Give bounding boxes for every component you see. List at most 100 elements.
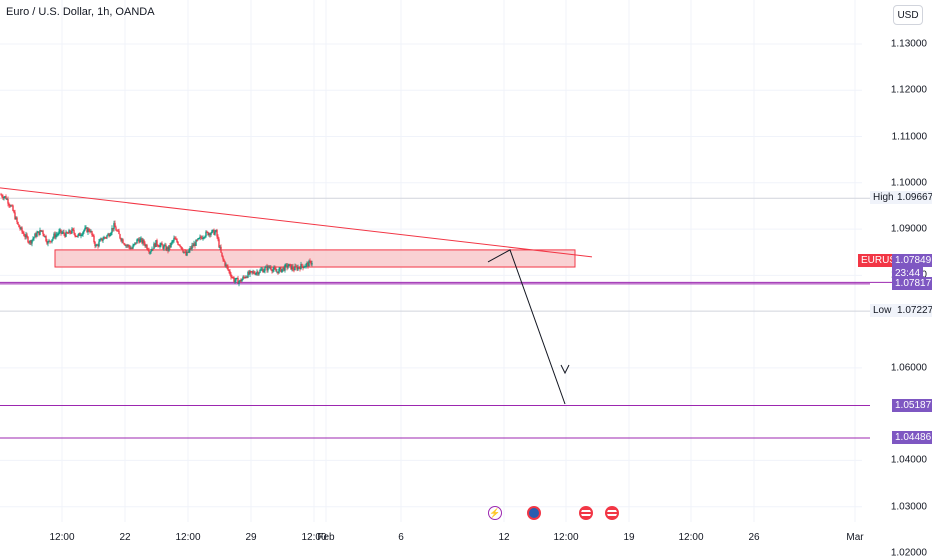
candle-body bbox=[251, 271, 253, 273]
candle-body bbox=[171, 241, 173, 243]
candle-body bbox=[81, 234, 83, 236]
y-tick-label: 1.04000 bbox=[890, 454, 927, 466]
candle-body bbox=[73, 230, 75, 234]
globe-icon[interactable] bbox=[527, 506, 541, 520]
candle-body bbox=[260, 269, 262, 271]
candle-body bbox=[170, 242, 172, 248]
candle-body bbox=[21, 227, 23, 232]
candle-body bbox=[207, 232, 209, 236]
candle-body bbox=[115, 227, 117, 231]
candle-body bbox=[146, 245, 148, 250]
candle-body bbox=[148, 250, 150, 253]
candle-body bbox=[179, 244, 181, 247]
candle-body bbox=[142, 240, 144, 244]
candle-body bbox=[183, 251, 185, 253]
candle-body bbox=[264, 267, 266, 271]
candle-body bbox=[270, 267, 272, 270]
candle-body bbox=[303, 267, 305, 269]
candle-body bbox=[144, 243, 146, 247]
candle-body bbox=[79, 233, 81, 236]
x-tick-label: 12:00 bbox=[49, 532, 75, 543]
low-label: Low bbox=[870, 304, 895, 318]
candle-body bbox=[287, 266, 289, 268]
candle-body bbox=[212, 229, 214, 231]
candle-body bbox=[58, 231, 60, 235]
candle-body bbox=[279, 267, 281, 269]
candle-body bbox=[77, 235, 79, 237]
candle-body bbox=[123, 243, 125, 245]
candle-body bbox=[259, 270, 261, 273]
candle-body bbox=[199, 236, 201, 238]
candle-body bbox=[268, 265, 270, 268]
candle-body bbox=[202, 237, 204, 239]
candle-body bbox=[49, 240, 51, 242]
candle-body bbox=[276, 271, 278, 273]
candle-body bbox=[300, 264, 302, 270]
candle-body bbox=[156, 240, 158, 246]
candle-body bbox=[134, 242, 136, 245]
candle-body bbox=[282, 267, 284, 270]
candle-body bbox=[53, 233, 55, 238]
candle-body bbox=[11, 205, 13, 207]
candle-body bbox=[39, 230, 41, 235]
candle-body bbox=[246, 276, 248, 278]
candle-body bbox=[309, 260, 311, 262]
us-flag-icon[interactable] bbox=[605, 506, 619, 520]
candle-body bbox=[127, 245, 129, 247]
candle-body bbox=[308, 260, 310, 267]
candle-body bbox=[211, 230, 213, 234]
candle-body bbox=[61, 232, 63, 234]
candle-body bbox=[220, 246, 222, 253]
candle-body bbox=[24, 236, 26, 238]
candle-body bbox=[285, 264, 287, 266]
candle-body bbox=[269, 267, 271, 269]
candle-body bbox=[174, 237, 176, 240]
candle-body bbox=[258, 272, 260, 275]
candle-body bbox=[70, 232, 72, 234]
candle-body bbox=[111, 227, 113, 233]
candle-body bbox=[235, 278, 237, 281]
candle-body bbox=[29, 240, 31, 243]
candle-body bbox=[301, 264, 303, 267]
candle-body bbox=[59, 229, 61, 232]
candle-body bbox=[13, 210, 15, 213]
candle-body bbox=[51, 239, 53, 242]
candle-body bbox=[253, 271, 255, 274]
candle-body bbox=[7, 199, 9, 204]
candle-body bbox=[215, 229, 217, 232]
candle-body bbox=[15, 217, 17, 220]
y-tick-label: 1.03000 bbox=[890, 501, 927, 513]
candle-body bbox=[216, 229, 218, 237]
candle-body bbox=[298, 267, 300, 269]
candle-body bbox=[296, 266, 298, 270]
candle-body bbox=[206, 231, 208, 233]
candle-body bbox=[25, 234, 27, 238]
candle-body bbox=[139, 239, 141, 243]
x-tick-label: 26 bbox=[748, 532, 760, 543]
candle-body bbox=[292, 266, 294, 270]
candle-body bbox=[102, 239, 104, 241]
candle-body bbox=[150, 250, 152, 253]
candle-body bbox=[198, 237, 200, 239]
candle-body bbox=[162, 245, 164, 249]
candle-body bbox=[108, 234, 110, 237]
candle-body bbox=[271, 269, 273, 272]
lightning-icon[interactable]: ⚡ bbox=[488, 506, 502, 520]
candle-body bbox=[188, 250, 190, 253]
candle-body bbox=[54, 233, 56, 238]
x-tick-label: 12 bbox=[498, 532, 510, 543]
candle-body bbox=[31, 239, 33, 244]
candle-body bbox=[194, 243, 196, 246]
candle-body bbox=[196, 239, 198, 241]
candle-body bbox=[32, 238, 34, 240]
candle-body bbox=[80, 235, 82, 237]
candle-body bbox=[224, 261, 226, 266]
candle-body bbox=[64, 234, 66, 237]
high-label: High bbox=[870, 191, 897, 205]
candle-body bbox=[245, 276, 247, 278]
candle-body bbox=[75, 236, 77, 238]
currency-button[interactable]: USD bbox=[893, 5, 923, 25]
us-flag-icon[interactable] bbox=[579, 506, 593, 520]
